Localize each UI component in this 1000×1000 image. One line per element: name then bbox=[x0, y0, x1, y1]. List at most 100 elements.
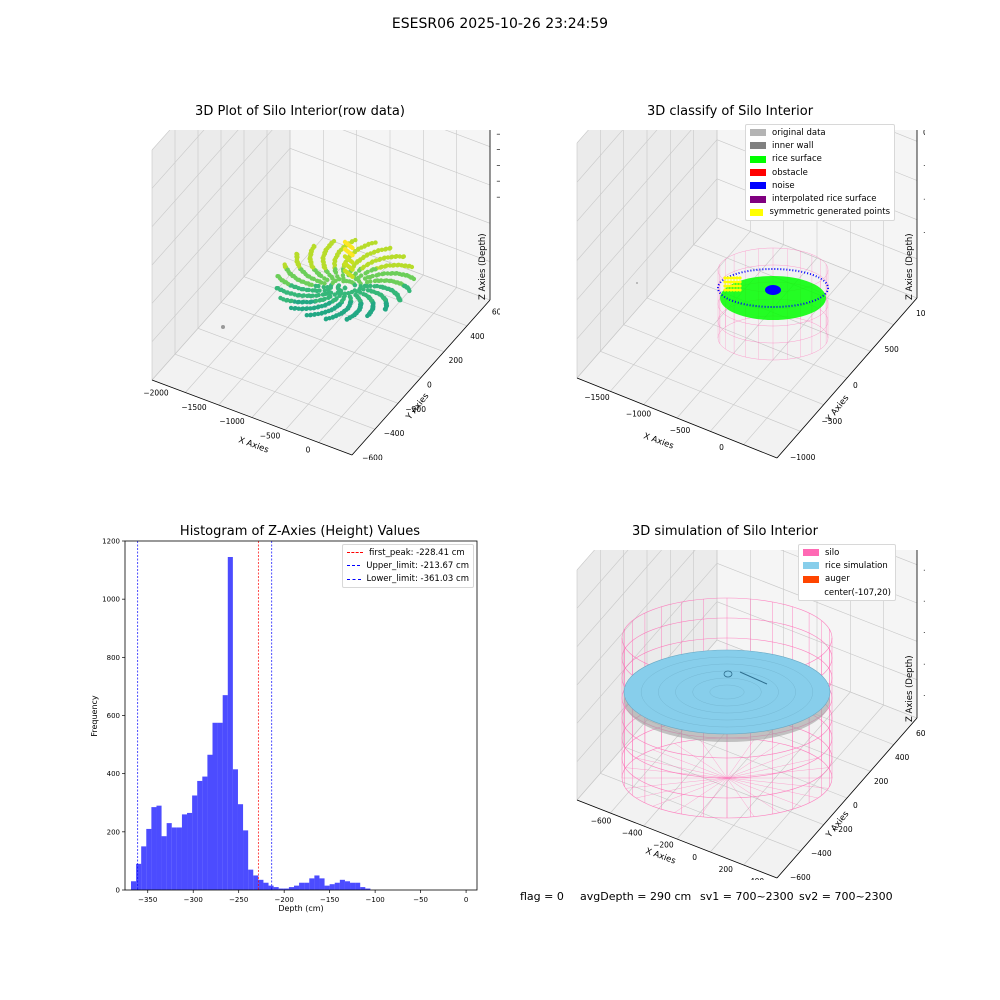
raw-point bbox=[291, 274, 296, 279]
legend-label: Upper_limit: -213.67 cm bbox=[366, 560, 469, 571]
symmetric-point bbox=[726, 276, 730, 280]
raw-point bbox=[369, 289, 374, 294]
legend-swatch bbox=[803, 589, 818, 596]
symmetric-point bbox=[726, 288, 730, 292]
histogram-x-tick: −150 bbox=[320, 896, 339, 904]
raw-point bbox=[387, 246, 392, 251]
raw-point bbox=[285, 267, 290, 272]
raw-peak-point bbox=[350, 260, 355, 265]
histogram-bar bbox=[253, 875, 259, 890]
legend-label: inner wall bbox=[772, 140, 814, 151]
rice-simulation-surface bbox=[623, 649, 831, 735]
raw-point bbox=[341, 295, 346, 300]
legend-swatch bbox=[803, 562, 819, 570]
raw-point bbox=[276, 274, 281, 279]
raw-point bbox=[312, 288, 318, 293]
legend-entry: Upper_limit: -213.67 cm bbox=[343, 559, 473, 572]
silo-floor-spoke bbox=[652, 749, 728, 779]
legend-line-swatch bbox=[347, 552, 363, 554]
classify-y-tick: −1000 bbox=[790, 453, 816, 460]
raw-point bbox=[336, 283, 342, 288]
histogram-bar bbox=[329, 884, 335, 890]
raw-point bbox=[328, 294, 333, 299]
raw-point bbox=[278, 295, 283, 301]
legend-entry: original data bbox=[746, 126, 894, 139]
legend-entry: silo bbox=[799, 546, 895, 559]
raw-point bbox=[331, 298, 336, 303]
raw-point bbox=[310, 293, 315, 298]
histogram-bar bbox=[197, 780, 203, 890]
classify-z-tick: −1000 bbox=[923, 195, 925, 204]
raw-point bbox=[399, 272, 405, 277]
raw-point bbox=[362, 276, 368, 281]
raw-point bbox=[377, 292, 382, 297]
raw-point bbox=[356, 275, 361, 280]
histogram-bar bbox=[151, 807, 157, 890]
raw-point bbox=[289, 291, 294, 296]
raw-x-tick: 0 bbox=[306, 446, 311, 455]
raw-outlier-point bbox=[221, 325, 225, 329]
legend-label: center(-107,20) bbox=[824, 587, 891, 598]
histogram-y-tick: 200 bbox=[107, 828, 120, 836]
histogram-bar bbox=[232, 769, 238, 890]
raw-point bbox=[407, 288, 412, 294]
raw-point bbox=[373, 258, 379, 263]
symmetric-point bbox=[732, 288, 736, 292]
simulation-z-tick: −800 bbox=[923, 660, 925, 669]
histogram-bar bbox=[161, 836, 167, 890]
raw-point bbox=[308, 312, 313, 317]
simulation-x-tick: −600 bbox=[591, 816, 612, 825]
symmetric-point bbox=[735, 288, 739, 292]
raw-point bbox=[377, 257, 382, 262]
raw-point bbox=[400, 254, 406, 260]
legend-label: obstacle bbox=[772, 167, 808, 178]
symmetric-point bbox=[726, 284, 730, 288]
legend-label: rice surface bbox=[772, 154, 822, 165]
noise-ring bbox=[717, 268, 829, 308]
raw-point bbox=[313, 298, 319, 304]
histogram-bar bbox=[278, 888, 284, 890]
symmetric-point bbox=[723, 280, 727, 284]
raw-3d-plot: −2000−1500−1000−5000500−600−400−20002004… bbox=[143, 130, 500, 460]
raw-point bbox=[347, 300, 353, 305]
raw-peak-point bbox=[350, 267, 355, 272]
raw-point bbox=[395, 263, 400, 268]
silo-floor-spoke bbox=[726, 757, 818, 779]
raw-point bbox=[301, 293, 307, 298]
histogram-y-tick: 800 bbox=[107, 654, 120, 662]
raw-point bbox=[319, 310, 325, 316]
raw-point bbox=[289, 298, 294, 303]
raw-point bbox=[312, 244, 317, 249]
histogram-bar bbox=[339, 879, 345, 890]
simulation-x-tick: −200 bbox=[653, 841, 674, 850]
histogram-x-tick: −250 bbox=[229, 896, 248, 904]
raw-point bbox=[357, 268, 362, 273]
histogram-bar bbox=[202, 776, 208, 890]
raw-point bbox=[304, 313, 309, 318]
classify-plot-title: 3D classify of Silo Interior bbox=[646, 104, 814, 119]
symmetric-point bbox=[738, 284, 742, 288]
raw-point bbox=[334, 313, 339, 318]
raw-point bbox=[316, 271, 322, 276]
raw-point bbox=[316, 292, 321, 298]
raw-point bbox=[360, 255, 366, 261]
raw-point bbox=[327, 316, 332, 321]
classify-x-tick: 0 bbox=[719, 443, 724, 452]
raw-z-tick: −600 bbox=[496, 177, 500, 186]
histogram-bar bbox=[314, 875, 320, 890]
raw-point bbox=[335, 303, 340, 308]
legend-swatch bbox=[750, 182, 766, 190]
raw-point bbox=[368, 309, 373, 315]
histogram-legend: first_peak: -228.41 cm Upper_limit: -213.… bbox=[342, 544, 474, 588]
simulation-y-tick: 0 bbox=[853, 801, 858, 810]
histogram-bar bbox=[344, 881, 351, 890]
silo-floor-spoke bbox=[726, 743, 780, 779]
raw-point bbox=[342, 285, 348, 291]
histogram-bar bbox=[136, 863, 142, 890]
histogram-bar bbox=[156, 805, 162, 890]
silo-floor-spoke bbox=[726, 777, 780, 813]
raw-point bbox=[357, 258, 362, 263]
legend-label: noise bbox=[772, 180, 795, 191]
raw-point bbox=[301, 299, 306, 305]
raw-point bbox=[321, 256, 326, 262]
